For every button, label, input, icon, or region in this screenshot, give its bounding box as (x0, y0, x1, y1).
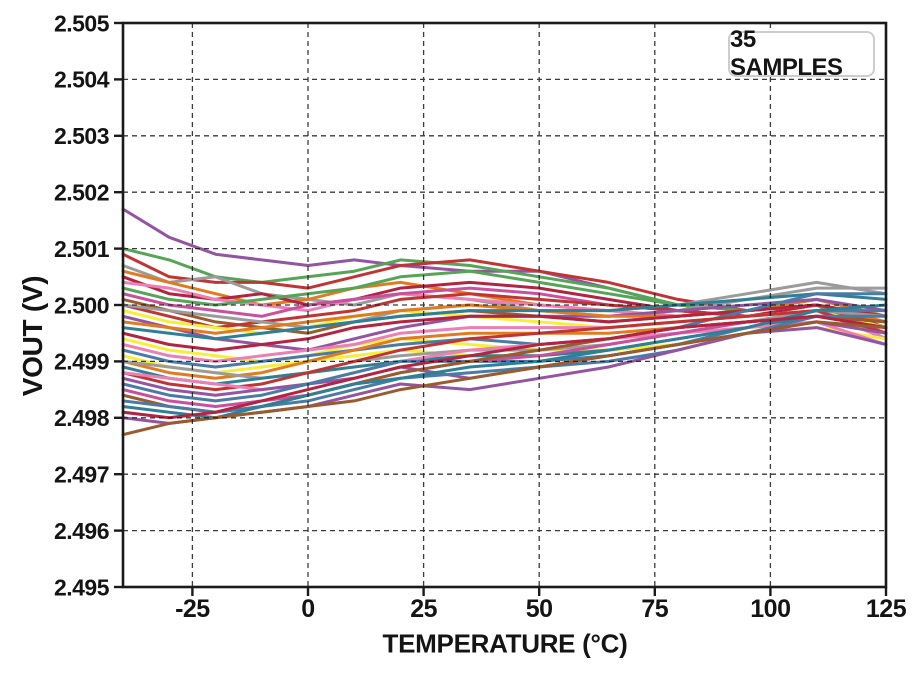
series-lines (121, 207, 888, 437)
y-tick-label: 2.498 (54, 405, 110, 431)
samples-legend-label: 35 SAMPLES (730, 26, 843, 81)
y-tick-label: 2.499 (54, 349, 109, 375)
series-line-sample-16 (121, 292, 888, 341)
x-tick-label: 25 (410, 595, 437, 623)
y-tick-label: 2.496 (54, 518, 109, 544)
y-tick-label: 2.504 (54, 67, 110, 93)
y-tick-label: 2.503 (54, 123, 109, 149)
x-axis-title: TEMPERATURE (°C) (382, 628, 628, 659)
series-line-sample-11 (121, 292, 888, 330)
x-tick-label: 75 (641, 595, 668, 623)
x-tick-label: 100 (750, 595, 790, 623)
y-tick-label: 2.497 (54, 461, 109, 487)
samples-legend: 35 SAMPLES (728, 26, 875, 81)
series-line-sample-17 (121, 303, 888, 352)
y-tick-label: 2.502 (54, 179, 109, 205)
y-tick-label: 2.500 (54, 292, 109, 318)
x-tick-label: -25 (175, 595, 210, 623)
y-tick-label: 2.501 (54, 236, 110, 262)
y-axis-title: VOUT (V) (17, 275, 48, 397)
axis-ticks-and-labels: 2.495 2.496 2.497 2.498 2.499 2.500 2.501 2.502… (54, 10, 907, 623)
x-tick-label: 125 (866, 595, 907, 623)
y-tick-label: 2.495 (54, 574, 110, 600)
x-tick-label: 0 (301, 595, 314, 623)
series-line-sample-14 (121, 297, 888, 352)
series-line-sample-33 (121, 314, 888, 420)
series-line-sample-25 (121, 309, 888, 392)
x-tick-label: 50 (526, 595, 553, 623)
y-tick-label: 2.505 (54, 10, 110, 36)
series-line-sample-20 (121, 292, 888, 369)
gridlines (123, 23, 886, 587)
series-line-sample-35 (121, 320, 888, 437)
series-line-sample-8 (121, 269, 888, 341)
